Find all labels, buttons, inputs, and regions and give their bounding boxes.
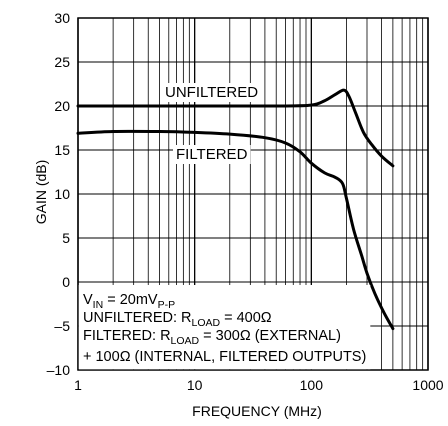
x-tick-label: 1000 <box>412 377 443 393</box>
y-tick-label: 0 <box>62 274 70 290</box>
annotation-line: FILTERED: RLOAD = 300Ω (EXTERNAL) <box>83 328 341 347</box>
y-tick-label: 25 <box>54 54 70 70</box>
y-tick-label: 5 <box>62 230 70 246</box>
x-tick-label: 1 <box>74 377 82 393</box>
y-tick-label: 15 <box>54 142 70 158</box>
annotation-background <box>78 285 371 370</box>
y-tick-label: 20 <box>54 98 70 114</box>
plot-frame <box>77 17 429 371</box>
y-tick-label: 10 <box>54 186 70 202</box>
series-line-filtered <box>76 129 395 331</box>
label-background <box>162 83 262 102</box>
series-lines <box>76 88 395 331</box>
series-line-unfiltered <box>76 88 395 168</box>
annotation-line: VIN = 20mVP-P <box>83 292 175 311</box>
y-tick-label: 30 <box>54 10 70 26</box>
label-background <box>173 145 251 164</box>
series-label-filtered: FILTERED <box>176 146 248 163</box>
y-axis-label: GAIN (dB) <box>33 160 49 225</box>
x-axis-label: FREQUENCY (MHz) <box>192 403 322 419</box>
x-tick-label: 10 <box>187 377 203 393</box>
series-label-unfiltered: UNFILTERED <box>165 84 258 101</box>
annotation-line: + 100Ω (INTERNAL, FILTERED OUTPUTS) <box>83 349 366 365</box>
tick-labels: 30 25 20 15 10 5 0 –5 –101 10 100 1000 <box>47 10 444 393</box>
y-tick-label: –10 <box>47 362 71 378</box>
x-tick-label: 100 <box>300 377 324 393</box>
annotation-line: UNFILTERED: RLOAD = 400Ω <box>83 310 272 329</box>
y-tick-label: –5 <box>54 318 70 334</box>
